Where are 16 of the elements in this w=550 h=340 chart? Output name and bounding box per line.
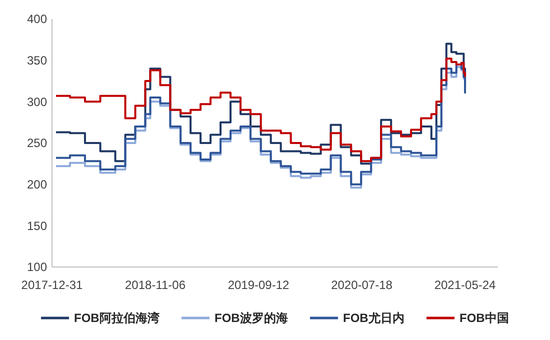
x-tick-label: 2019-09-12 — [228, 278, 290, 292]
x-tick-label: 2021-05-24 — [434, 278, 496, 292]
y-tick-label: 100 — [26, 260, 48, 274]
legend-label: FOB尤日内 — [343, 311, 404, 326]
y-tick-label: 400 — [26, 12, 48, 26]
y-tick-label: 150 — [26, 218, 48, 233]
y-tick-label: 250 — [26, 136, 48, 150]
legend-label: FOB阿拉伯海湾 — [74, 311, 160, 326]
y-tick-label: 350 — [26, 54, 48, 68]
y-tick-label: 200 — [26, 178, 48, 192]
x-tick-label: 2017-12-31 — [21, 278, 84, 292]
x-tick-label: 2018-11-06 — [125, 278, 186, 292]
legend-label: FOB中国 — [460, 311, 509, 326]
x-tick-label: 2020-07-18 — [331, 278, 393, 292]
y-tick-label: 300 — [26, 94, 48, 109]
legend-label: FOB波罗的海 — [214, 311, 288, 326]
